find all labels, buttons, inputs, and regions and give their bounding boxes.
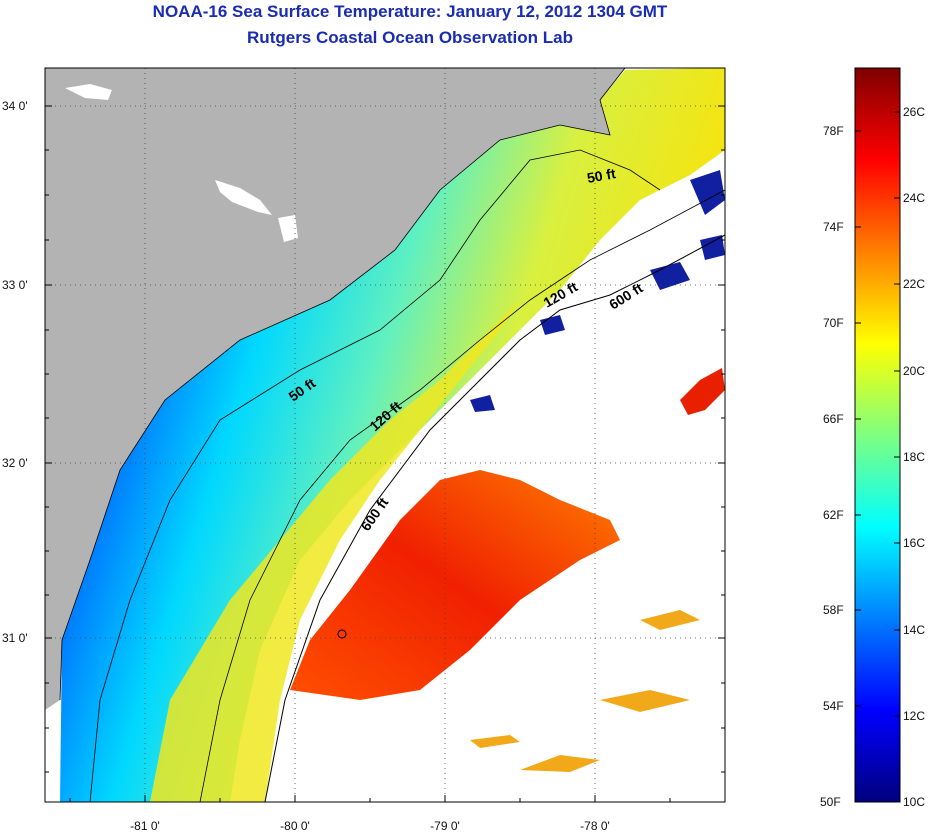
cbar-f-74: 74F (823, 220, 844, 234)
lon-label-78: -78 0' (580, 819, 610, 832)
lon-label-81: -81 0' (130, 819, 160, 832)
cbar-c-16: 16C (903, 536, 925, 550)
sst-warm-patch-ne (680, 368, 725, 415)
cbar-f-54: 54F (823, 699, 844, 713)
sst-cold-scatter (470, 170, 725, 412)
sst-midshelf-yellow (150, 300, 520, 802)
lat-label-32: 32 0' (2, 456, 28, 470)
cbar-c-24: 24C (903, 191, 925, 205)
cbar-c-26: 26C (903, 105, 925, 119)
lake-marion (215, 180, 272, 215)
cbar-f-66: 66F (823, 412, 844, 426)
lat-label-33: 33 0' (2, 278, 28, 292)
cbar-c-18: 18C (903, 450, 925, 464)
contour-120ft (199, 189, 725, 802)
map-subtitle: Rutgers Coastal Ocean Observation Lab (247, 28, 573, 47)
coastline (59, 68, 626, 701)
cbar-f-78: 78F (823, 124, 844, 138)
cbar-c-10: 10C (903, 795, 925, 809)
contour-600ft (264, 234, 725, 802)
sst-orange-streaks (470, 610, 700, 772)
cbar-f-62: 62F (823, 508, 844, 522)
colorbar-gradient (854, 67, 901, 803)
cbar-c-22: 22C (903, 277, 925, 291)
graticule (45, 68, 725, 802)
lake-moultrie (278, 215, 298, 242)
axis-ticks (45, 105, 725, 802)
colorbar-ticks (855, 111, 900, 717)
cbar-c-20: 20C (903, 364, 925, 378)
cbar-c-14: 14C (903, 623, 925, 637)
cbar-f-58: 58F (823, 603, 844, 617)
cbar-f-50: 50F (820, 795, 841, 809)
contour-label-50ft-north: 50 ft (586, 165, 617, 186)
lat-label-31: 31 0' (2, 631, 28, 645)
lat-label-34: 34 0' (2, 99, 28, 113)
land (45, 68, 625, 710)
map-frame (44, 67, 726, 803)
contour-50ft (89, 149, 661, 802)
buoy-marker (337, 629, 347, 639)
map-title: NOAA-16 Sea Surface Temperature: January… (152, 2, 668, 21)
sst-gulf-stream (290, 470, 620, 700)
lon-label-79: -79 0' (430, 819, 460, 832)
lon-label-80: -80 0' (280, 819, 310, 832)
cbar-f-70: 70F (823, 316, 844, 330)
lake-nw (65, 84, 112, 100)
cbar-c-12: 12C (903, 709, 925, 723)
